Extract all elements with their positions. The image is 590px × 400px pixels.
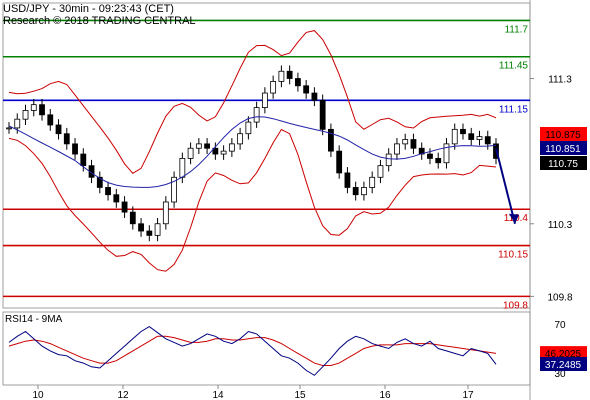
- candle-body: [385, 153, 392, 167]
- candle-body: [220, 150, 227, 155]
- bollinger-lower-band: [8, 128, 497, 272]
- candle-body: [228, 143, 235, 152]
- candle-body: [39, 104, 45, 116]
- price-tick-label: 109.8: [547, 292, 572, 303]
- price-tick-label: 110.3: [548, 220, 573, 231]
- candle-body: [311, 92, 318, 101]
- candle-body: [443, 143, 450, 164]
- level-label: 111.15: [499, 104, 529, 115]
- level-label: 110.15: [498, 250, 528, 261]
- candle-body: [261, 92, 268, 108]
- candle-body: [427, 153, 433, 159]
- candle-body: [361, 187, 367, 196]
- candle-body: [319, 99, 326, 130]
- candle-body: [451, 128, 458, 145]
- candle-body: [336, 150, 343, 174]
- forecast-arrowhead: [509, 213, 519, 224]
- candle-body: [237, 133, 244, 145]
- candle-body: [253, 107, 260, 123]
- candle-body: [113, 194, 120, 203]
- candle-body: [484, 136, 491, 145]
- time-tick-label: 16: [379, 390, 391, 400]
- candle-body: [212, 147, 219, 155]
- moving-average-line: [8, 116, 497, 188]
- candle-body: [294, 78, 301, 87]
- candle-body: [30, 104, 37, 111]
- candle-body: [352, 187, 359, 196]
- price-marker-label: 110.875: [545, 130, 581, 141]
- time-tick-label: 17: [462, 390, 474, 400]
- time-tick-label: 10: [32, 390, 44, 400]
- rsi-frame: [2, 311, 531, 386]
- rsi-tick-label: 30: [554, 369, 566, 380]
- candle-body: [394, 143, 400, 155]
- candle-body: [55, 124, 62, 135]
- bollinger-upper-band: [8, 30, 497, 174]
- candle-body: [476, 136, 483, 140]
- rsi-marker-label: 37.2485: [545, 360, 582, 371]
- candle-body: [410, 139, 417, 149]
- level-label: 111.7: [504, 24, 528, 35]
- price-marker: [540, 156, 587, 170]
- price-marker-label: 110.75: [548, 159, 578, 170]
- candle-body: [22, 110, 29, 120]
- rsi-marker: [540, 357, 587, 372]
- rsi-ma-line: [8, 335, 497, 366]
- candle-body: [129, 211, 136, 225]
- price-marker: [540, 141, 587, 155]
- candle-body: [195, 143, 202, 149]
- candle-body: [171, 176, 177, 203]
- candle-body: [278, 70, 285, 82]
- candle-body: [286, 70, 293, 79]
- candle-body: [303, 85, 310, 94]
- candle-body: [344, 172, 351, 188]
- candle-body: [154, 223, 161, 236]
- candle-body: [138, 223, 144, 232]
- candle-body: [187, 147, 194, 159]
- candle-body: [80, 153, 87, 167]
- level-label: 111.45: [499, 61, 529, 72]
- rsi-marker-label: 46.2025: [545, 349, 582, 360]
- rsi-title: RSI14 - 9MA: [5, 314, 63, 325]
- chart-copyright: Research © 2018 TRADING CENTRAL: [3, 15, 196, 27]
- candle-body: [47, 114, 54, 126]
- candle-body: [468, 133, 475, 140]
- candle-body: [402, 139, 409, 145]
- candle-body: [63, 133, 70, 145]
- chart-title: USD/JPY - 30min - 09:23:43 (CET): [3, 3, 174, 15]
- rsi-tick-label: 70: [554, 320, 566, 331]
- rsi-line: [8, 326, 497, 376]
- time-tick-label: 14: [212, 390, 224, 400]
- candle-body: [105, 187, 111, 196]
- candle-body: [121, 201, 128, 213]
- rsi-marker: [540, 346, 587, 361]
- candle-body: [162, 201, 169, 225]
- candle-body: [435, 158, 442, 164]
- candle-body: [270, 81, 277, 94]
- forecast-arrow: [495, 147, 516, 225]
- candle-body: [6, 127, 12, 130]
- candle-body: [179, 158, 186, 178]
- price-marker: [540, 127, 587, 141]
- candle-body: [14, 118, 21, 129]
- candle-body: [72, 143, 78, 155]
- candle-body: [245, 121, 252, 135]
- candle-body: [369, 176, 376, 188]
- level-label: 109.8: [503, 300, 528, 311]
- candle-body: [328, 128, 334, 152]
- candle-body: [96, 176, 103, 188]
- price-marker-label: 110.851: [545, 144, 581, 155]
- time-tick-label: 15: [294, 390, 306, 400]
- candle-body: [146, 230, 153, 236]
- price-tick-label: 111.3: [548, 75, 572, 86]
- candle-body: [377, 165, 384, 178]
- candle-body: [204, 143, 211, 149]
- time-tick-label: 12: [117, 390, 129, 400]
- candle-body: [460, 128, 466, 135]
